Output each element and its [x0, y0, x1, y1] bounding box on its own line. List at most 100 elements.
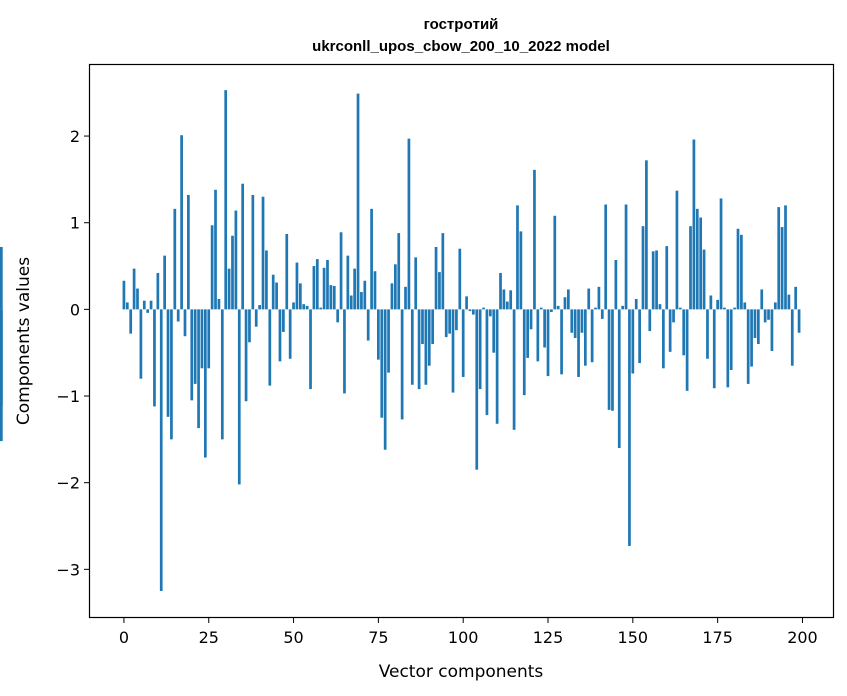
y-tick-label: −1 [56, 387, 80, 406]
bar [488, 309, 492, 317]
bar [539, 307, 543, 310]
bar [512, 309, 516, 430]
bar [438, 272, 441, 310]
x-tick-label: 100 [448, 628, 479, 647]
bars-group [0, 90, 801, 591]
bar [390, 283, 394, 310]
bar [261, 196, 265, 310]
y-tick-label: −3 [56, 560, 80, 579]
chart-subtitle: ukrconll_upos_cbow_200_10_2022 model [312, 38, 610, 55]
bar [770, 309, 774, 351]
bar [227, 268, 231, 310]
bar [224, 90, 228, 310]
bar [312, 266, 316, 310]
bar [706, 309, 709, 359]
bar [149, 300, 153, 310]
bar [729, 309, 733, 371]
bar [282, 309, 285, 332]
bar [651, 251, 655, 310]
bar [794, 286, 798, 310]
bar [736, 228, 740, 310]
bar [526, 309, 530, 358]
bar [672, 309, 675, 323]
bar [505, 301, 509, 310]
bar [322, 267, 326, 310]
bar [597, 286, 601, 310]
y-tick-label: −2 [56, 474, 80, 493]
x-tick-label: 125 [533, 628, 564, 647]
bar [275, 282, 278, 310]
bar [156, 272, 160, 310]
bar [319, 307, 323, 310]
bar [315, 259, 319, 310]
bar [288, 309, 292, 359]
bar [485, 309, 489, 416]
bar [682, 309, 686, 356]
bar [743, 302, 747, 310]
bar [631, 309, 635, 374]
bar [733, 307, 736, 310]
x-tick-label: 0 [119, 628, 129, 647]
bar [336, 309, 340, 323]
bar [746, 309, 750, 384]
bar [271, 274, 275, 310]
bar [0, 309, 3, 442]
bar [461, 309, 465, 377]
bar [387, 309, 390, 373]
bar [383, 309, 387, 450]
bar [214, 189, 217, 310]
bar [139, 309, 143, 379]
bar [268, 309, 272, 386]
bar [434, 246, 438, 310]
bar [332, 285, 336, 310]
bar [407, 138, 411, 310]
bar [180, 135, 183, 310]
bar [495, 309, 499, 424]
bar [207, 309, 211, 369]
bar [373, 271, 377, 310]
x-tick-label: 175 [702, 628, 733, 647]
bar [760, 289, 764, 310]
bar [678, 307, 682, 310]
bar [611, 309, 614, 411]
bar [285, 233, 289, 310]
bar [614, 259, 618, 310]
x-tick-label: 150 [618, 628, 649, 647]
bar [349, 295, 353, 310]
bar [590, 309, 594, 363]
bar [662, 309, 665, 369]
bar [604, 204, 608, 310]
bar [689, 226, 692, 310]
bar [220, 309, 224, 440]
bar [339, 232, 343, 310]
bar [146, 309, 150, 313]
bar [740, 234, 743, 310]
bar [668, 309, 672, 352]
bar [451, 309, 455, 393]
bar [797, 309, 801, 333]
bar [278, 309, 282, 362]
bar [132, 268, 136, 310]
x-axis-label: Vector components [379, 662, 544, 682]
bar [427, 309, 431, 366]
bar [129, 309, 133, 334]
x-tick-label: 75 [368, 628, 388, 647]
bar [536, 309, 540, 362]
bar [153, 309, 156, 407]
bar [509, 290, 513, 310]
bar [777, 207, 781, 310]
bar [472, 309, 475, 315]
bar [431, 309, 435, 345]
bar [370, 208, 373, 310]
bar [482, 307, 485, 310]
bar [658, 304, 662, 310]
bar [607, 309, 611, 410]
bar [414, 257, 418, 310]
bar [397, 233, 401, 310]
bar [723, 307, 726, 310]
bar [685, 309, 689, 391]
bar [716, 299, 719, 310]
bar [455, 309, 458, 331]
